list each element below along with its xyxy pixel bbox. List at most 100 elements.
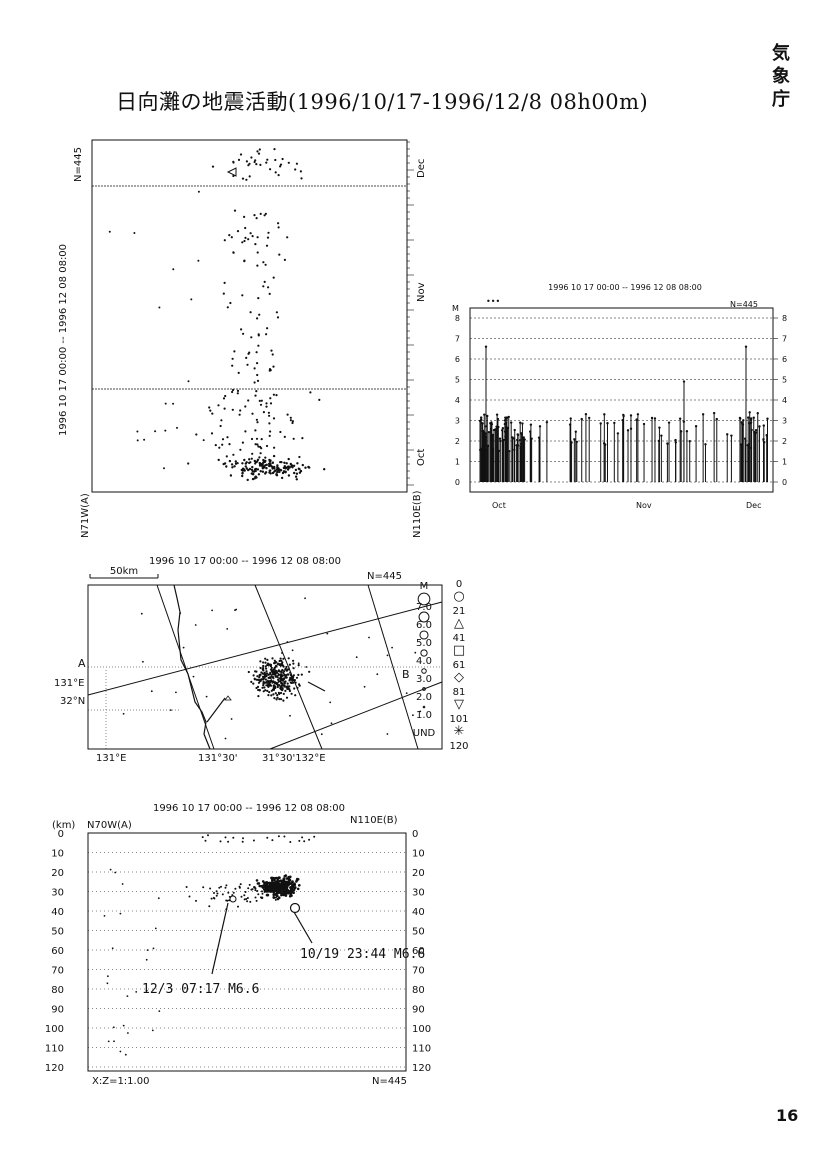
space-time-point [253, 214, 256, 217]
map-point [282, 678, 285, 681]
space-time-point [240, 468, 243, 472]
space-time-bottom-right-label: N110E(B) [412, 490, 423, 538]
map-point [290, 681, 293, 684]
depth-annotation-line-2 [211, 902, 229, 975]
depth-point [278, 876, 281, 879]
map-point [259, 660, 262, 663]
mt-bar-head [740, 443, 743, 446]
space-time-point [257, 152, 261, 155]
space-time-point [233, 209, 237, 212]
depth-point [266, 882, 270, 885]
space-time-point [244, 430, 247, 433]
map-point [300, 673, 303, 676]
space-time-point [249, 461, 252, 464]
depth-point [261, 890, 263, 893]
mt-bar-head [503, 422, 507, 426]
depth-point [114, 871, 117, 874]
depth-point [224, 836, 227, 839]
mt-bar-head [603, 413, 606, 416]
space-time-point [265, 244, 269, 247]
map-point [276, 675, 279, 678]
map-point [305, 666, 308, 668]
space-time-point [268, 434, 271, 437]
space-time-point [236, 462, 239, 465]
depth-point [219, 840, 222, 843]
space-time-point [277, 174, 280, 177]
map-mag-label: 4.0 [416, 656, 432, 667]
depth-point [296, 887, 300, 891]
space-time-month-dec: Dec [416, 159, 427, 178]
map-point [284, 680, 287, 683]
space-time-point [229, 474, 233, 477]
mt-y-tick-right: 3 [782, 417, 787, 426]
depth-km-label: (km) [52, 820, 75, 831]
space-time-point [257, 445, 260, 448]
depth-point [259, 896, 262, 899]
space-time-point [108, 230, 111, 233]
map-point [265, 670, 268, 673]
depth-point [290, 894, 293, 897]
map-mag-symbol [419, 630, 429, 640]
space-time-point [255, 351, 258, 354]
space-time-point [269, 397, 272, 400]
map-point [276, 696, 279, 699]
depth-point [232, 891, 235, 894]
mt-bar-head [479, 416, 483, 419]
depth-point [298, 839, 301, 842]
mt-bar-head [599, 422, 602, 425]
depth-header: 1996 10 17 00:00 -- 1996 12 08 08:00 [153, 803, 345, 814]
map-point [287, 668, 291, 671]
map-point [269, 668, 273, 671]
space-time-point [287, 161, 290, 164]
map-point [276, 684, 280, 687]
depth-points [103, 834, 316, 1056]
mt-bar-head [766, 417, 769, 420]
space-time-point [257, 334, 260, 337]
map-point [264, 665, 267, 668]
map-point [265, 667, 268, 670]
depth-point [286, 891, 289, 895]
mt-bar-head [740, 421, 744, 424]
map-point [235, 608, 238, 611]
depth-point [292, 891, 295, 894]
map-point [279, 685, 282, 688]
space-time-point [269, 430, 272, 433]
depth-point [284, 890, 288, 893]
depth-point [303, 840, 306, 843]
depth-point [263, 883, 267, 886]
map-point [286, 682, 289, 685]
mt-bar-head [483, 413, 486, 416]
depth-point [288, 878, 292, 882]
map-point [269, 671, 272, 674]
map-mag-symbol [420, 649, 428, 657]
mt-bar-head [749, 421, 753, 424]
map-point [275, 665, 278, 668]
depth-ratio-label: X:Z=1:1.00 [92, 1076, 149, 1087]
depth-point [152, 947, 155, 950]
space-time-point [228, 234, 231, 237]
depth-y-tick-right: 60 [412, 946, 425, 957]
space-time-point [268, 469, 271, 472]
map-point [284, 668, 287, 671]
map-point [254, 670, 257, 673]
space-time-point [269, 462, 272, 466]
space-time-point [217, 458, 220, 462]
space-time-point [275, 474, 279, 477]
space-time-point [264, 212, 267, 215]
depth-section-chart: 1996 10 17 00:00 -- 1996 12 08 08:00 (km… [45, 803, 431, 1087]
space-time-point [264, 456, 267, 459]
map-point [282, 672, 285, 675]
depth-point [295, 880, 298, 883]
map-point [298, 684, 301, 687]
space-time-point [271, 353, 274, 356]
space-time-point [241, 241, 244, 244]
space-time-point [133, 232, 136, 234]
depth-point [271, 879, 274, 883]
map-b-label: B [402, 668, 410, 681]
depth-point [273, 877, 277, 880]
map-point [142, 660, 144, 663]
space-time-point [242, 332, 245, 335]
space-time-point [254, 443, 257, 446]
map-point [275, 661, 278, 664]
depth-point [202, 886, 205, 889]
